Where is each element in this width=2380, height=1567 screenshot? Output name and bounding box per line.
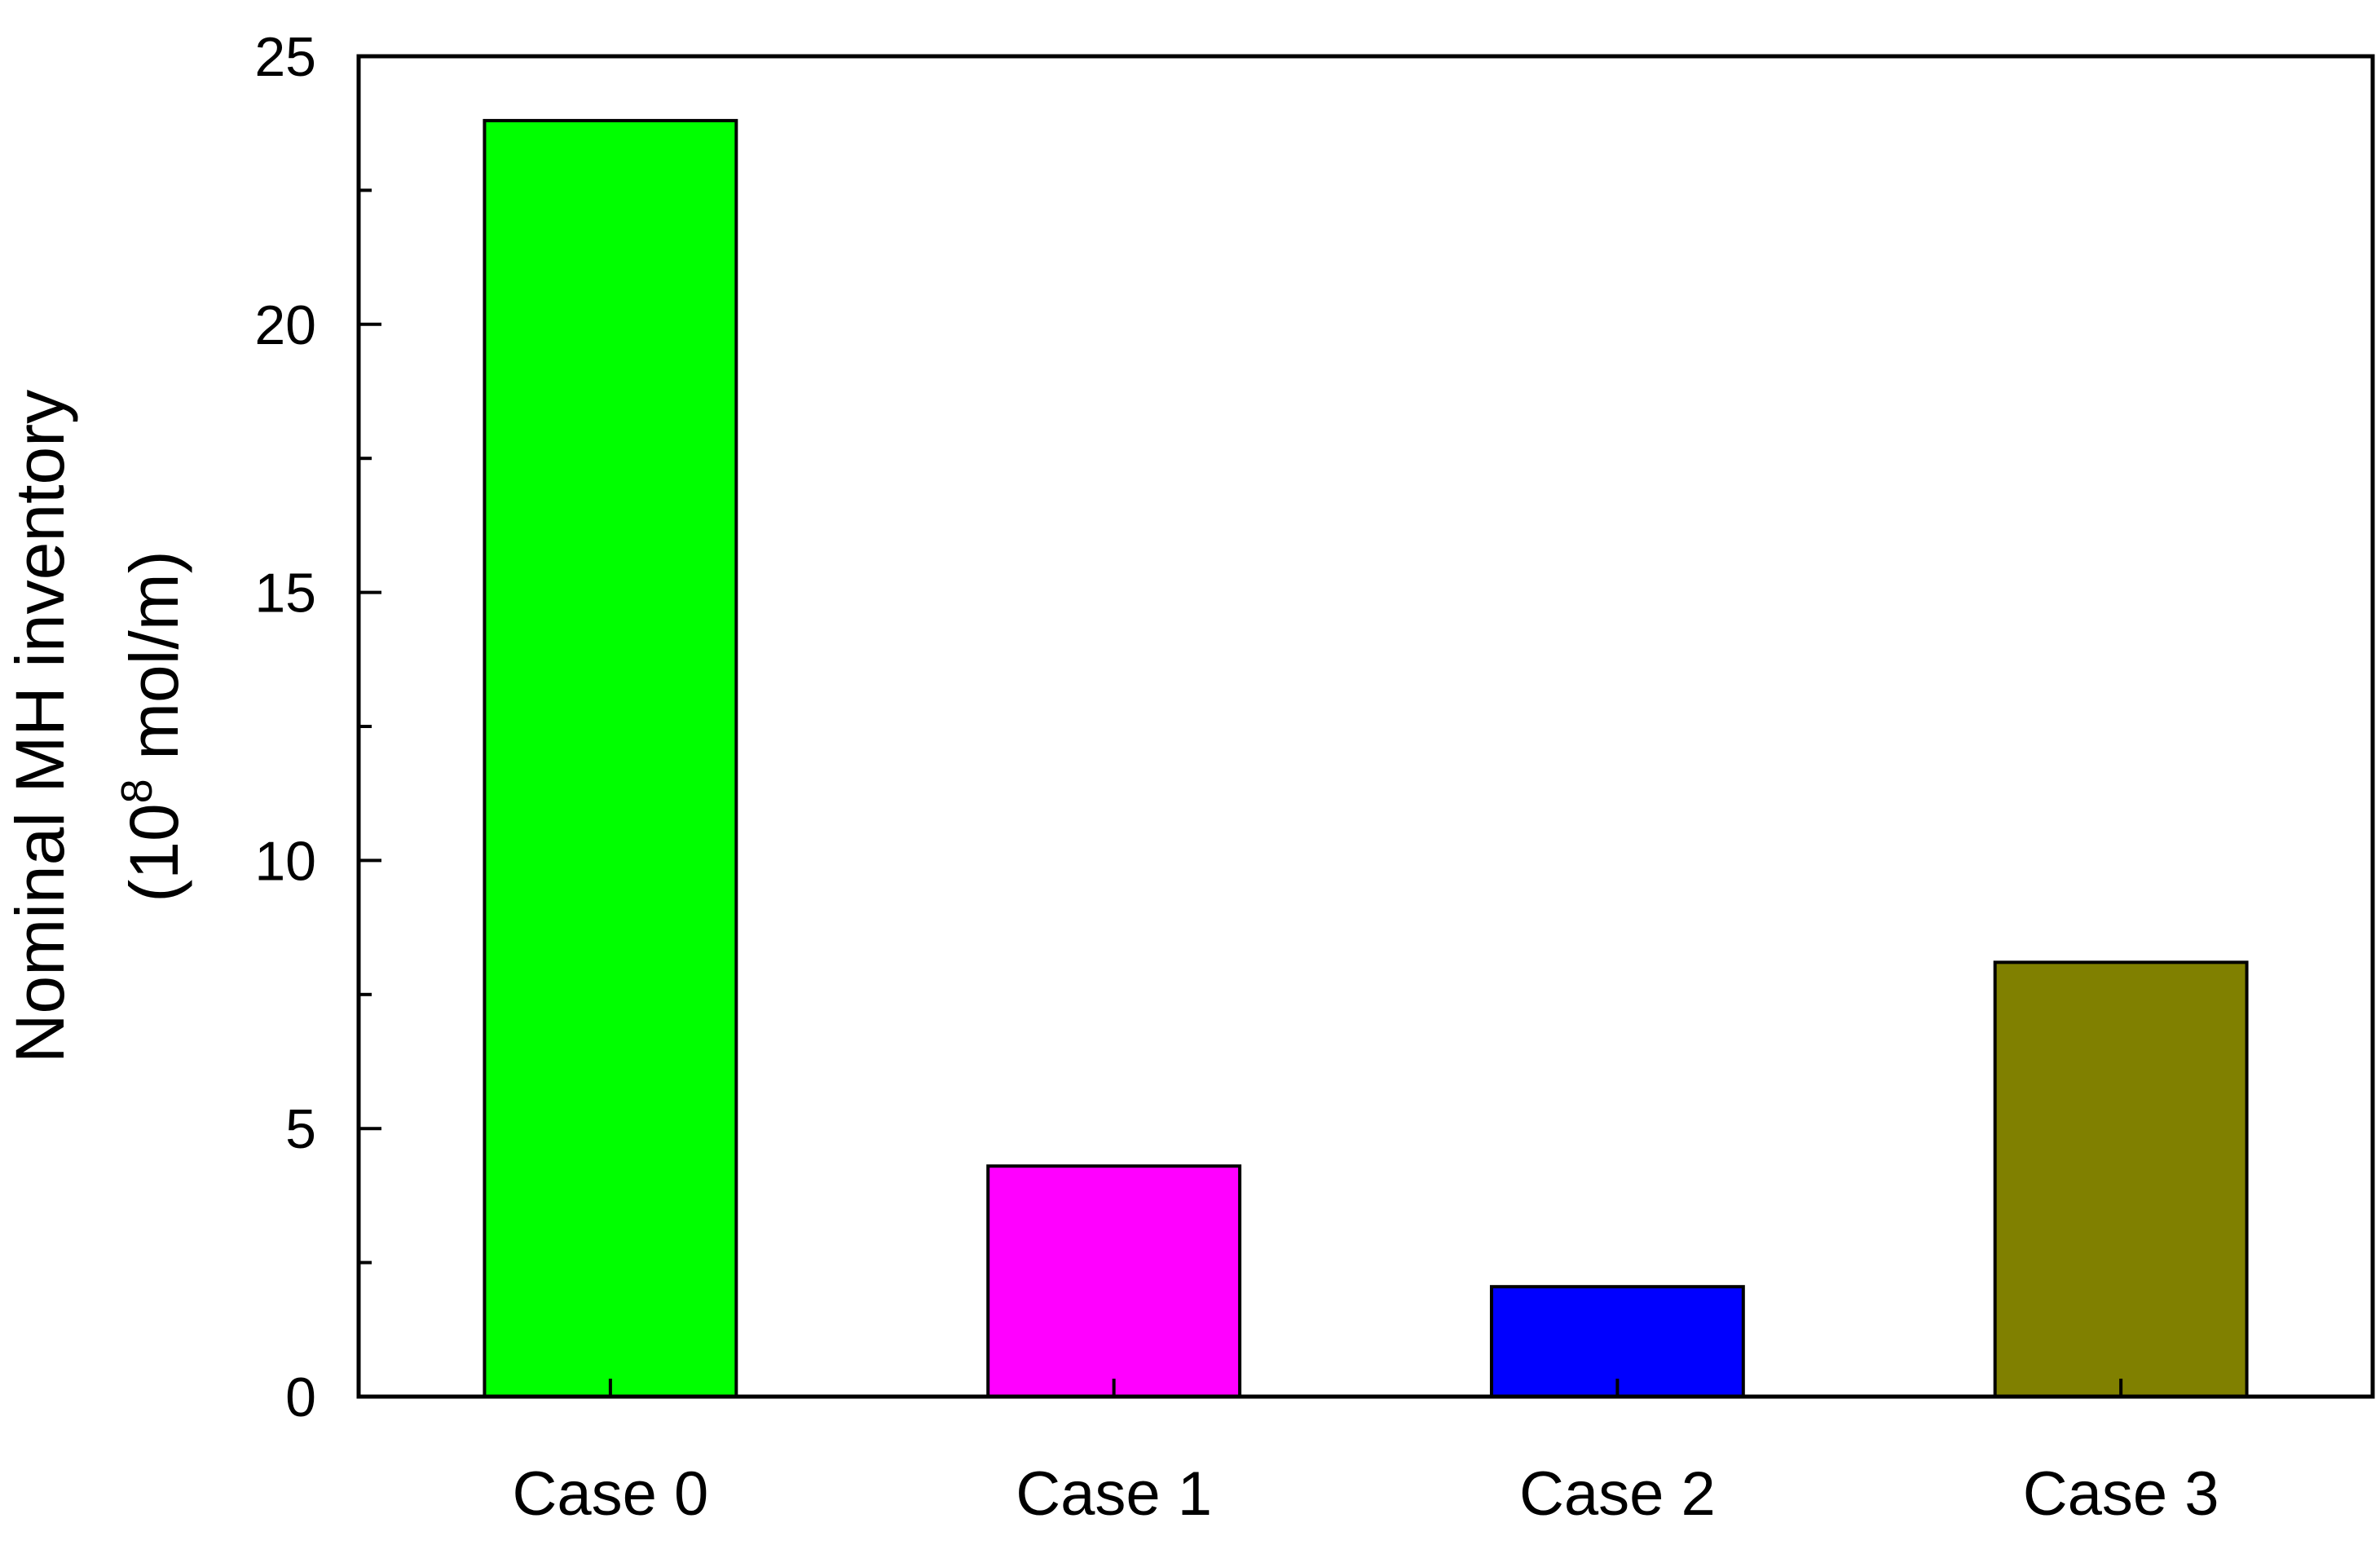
bar-case-1 (986, 1164, 1242, 1399)
x-tick-label: Case 1 (1016, 1459, 1212, 1529)
y-axis-title-line2: (108 mol/m) (112, 550, 192, 902)
bar-case-2 (1489, 1285, 1745, 1399)
y-axis-tick-labels: 0 5 10 15 20 25 (254, 26, 316, 1428)
y-axis-title-line1: Nominal MH inventory (2, 390, 78, 1063)
y-axis-title-prefix: (10 (116, 803, 192, 902)
y-tick-label: 25 (254, 26, 316, 88)
plot-frame (356, 54, 2375, 1399)
bar-case-3 (1993, 960, 2249, 1398)
y-tick-label: 20 (254, 294, 316, 356)
y-tick-label: 10 (254, 830, 316, 892)
y-axis-title: Nominal MH inventory (108 mol/m) (2, 390, 192, 1063)
y-tick-label: 0 (285, 1366, 316, 1428)
y-tick-label: 15 (254, 563, 316, 625)
y-axis-title-suffix: mol/m) (116, 550, 192, 779)
y-axis-title-exponent: 8 (112, 779, 161, 803)
y-tick-label: 5 (285, 1098, 316, 1160)
x-tick-label: Case 2 (1519, 1459, 1716, 1529)
x-tick-label: Case 0 (512, 1459, 708, 1529)
x-tick-label: Case 3 (2023, 1459, 2219, 1529)
x-axis-category-labels: Case 0 Case 1 Case 2 Case 3 (512, 1459, 2219, 1529)
x-axis-ticks (608, 1379, 2123, 1397)
bar-case-0 (483, 118, 738, 1399)
bars-group (483, 118, 2249, 1399)
y-axis-ticks (359, 55, 381, 1398)
